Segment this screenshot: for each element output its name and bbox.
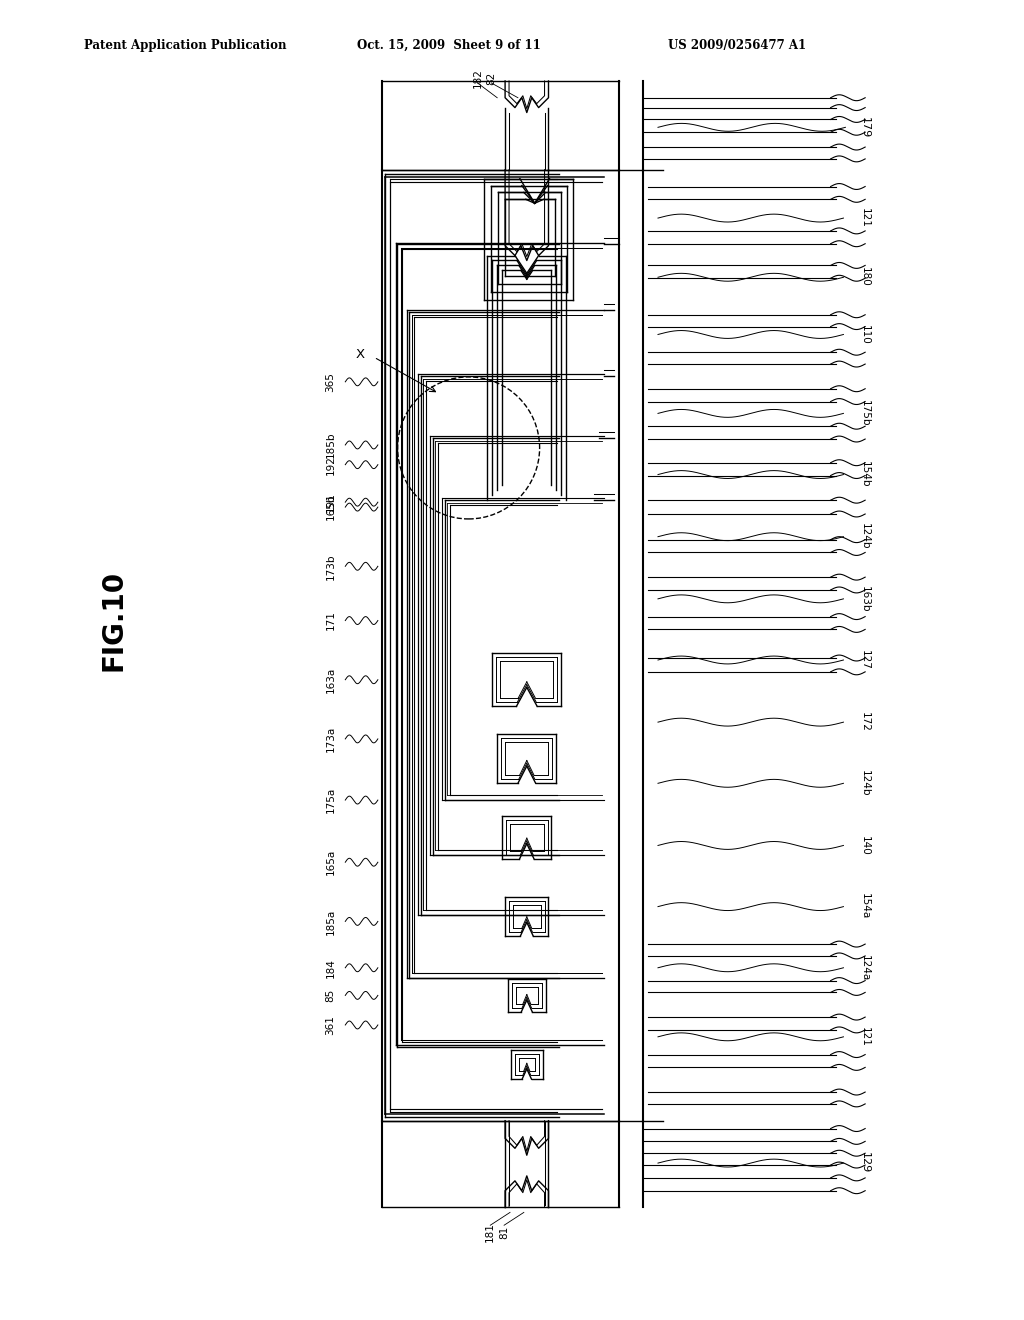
Text: 191: 191 xyxy=(326,492,336,512)
Text: 163a: 163a xyxy=(326,667,336,693)
Text: 154b: 154b xyxy=(860,461,870,488)
Text: FIG.10: FIG.10 xyxy=(99,570,127,671)
Text: 124b: 124b xyxy=(860,770,870,796)
Text: 165a: 165a xyxy=(326,849,336,875)
Text: 121: 121 xyxy=(860,209,870,228)
Text: 124a: 124a xyxy=(860,954,870,981)
Text: 361: 361 xyxy=(326,1015,336,1035)
Text: 180: 180 xyxy=(860,268,870,288)
Text: 172: 172 xyxy=(860,713,870,733)
Text: 184: 184 xyxy=(326,958,336,978)
Text: 124b: 124b xyxy=(860,524,870,550)
Text: X: X xyxy=(355,347,365,360)
Text: 140: 140 xyxy=(860,836,870,855)
Text: 182: 182 xyxy=(472,69,482,88)
Text: 127: 127 xyxy=(860,649,870,671)
Text: 129: 129 xyxy=(860,1152,870,1173)
Text: 181: 181 xyxy=(485,1222,496,1242)
Text: 165b: 165b xyxy=(326,494,336,520)
Text: 185b: 185b xyxy=(326,432,336,458)
Text: 163b: 163b xyxy=(860,586,870,612)
Text: 179: 179 xyxy=(860,116,870,139)
Text: 173a: 173a xyxy=(326,726,336,752)
Text: 82: 82 xyxy=(486,71,497,84)
Text: 81: 81 xyxy=(499,1225,509,1238)
Text: US 2009/0256477 A1: US 2009/0256477 A1 xyxy=(668,40,806,51)
Text: Oct. 15, 2009  Sheet 9 of 11: Oct. 15, 2009 Sheet 9 of 11 xyxy=(357,40,541,51)
Text: 175a: 175a xyxy=(326,787,336,813)
Text: 365: 365 xyxy=(326,372,336,392)
Text: 171: 171 xyxy=(326,611,336,631)
Text: 173b: 173b xyxy=(326,553,336,579)
Text: 192: 192 xyxy=(326,455,336,475)
Text: 121: 121 xyxy=(860,1027,870,1047)
Text: 85: 85 xyxy=(326,989,336,1002)
Text: 110: 110 xyxy=(860,325,870,345)
Text: Patent Application Publication: Patent Application Publication xyxy=(84,40,287,51)
Text: 175b: 175b xyxy=(860,400,870,426)
Text: 154a: 154a xyxy=(860,894,870,920)
Text: 185a: 185a xyxy=(326,908,336,935)
